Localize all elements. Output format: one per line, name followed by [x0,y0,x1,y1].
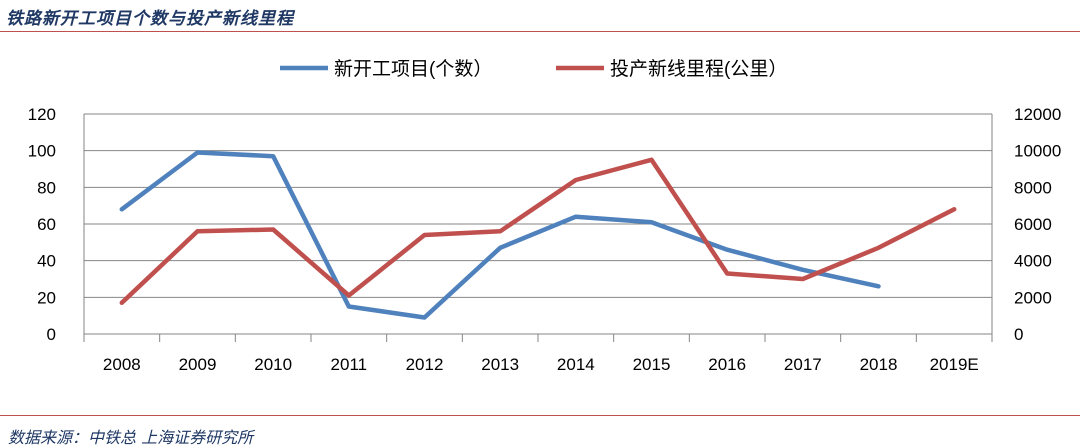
axes: 0 20 40 60 80 100 120 0 2000 4000 6000 8000 10000 120… [28,105,1062,374]
x-tick-label: 2019E [930,355,979,374]
bottom-divider [0,415,1080,416]
x-tick-label: 2016 [708,355,746,374]
series-lines [119,150,957,320]
series-line-1 [119,150,881,320]
y-left-tick-label: 80 [37,178,56,197]
x-tick-label: 2013 [481,355,519,374]
x-tick-label: 2014 [557,355,595,374]
y-left-tick-label: 120 [28,105,56,124]
y-right-tick-label: 4000 [1014,252,1052,271]
gridlines [84,113,992,335]
legend-label-2: 投产新线里程(公里） [610,58,787,80]
legend: 新开工项目(个数） 投产新线里程(公里） [280,58,787,80]
y-right-tick-label: 2000 [1014,288,1052,307]
y-right-tick-label: 10000 [1014,142,1061,161]
x-tick-label: 2015 [633,355,671,374]
x-tick-label: 2011 [331,355,368,374]
top-divider [0,31,1080,32]
x-tick-label: 2010 [254,355,292,374]
legend-label-1: 新开工项目(个数） [334,58,492,80]
y-left-tick-label: 20 [37,288,56,307]
source-note: 数据来源：中铁总 上海证券研究所 [8,428,254,447]
y-right-tick-label: 12000 [1014,105,1061,124]
y-left-tick-label: 100 [28,142,56,161]
series-line-2 [119,157,957,306]
x-tick-label: 2017 [784,355,822,374]
x-tick-label: 2018 [860,355,898,374]
y-right-tick-label: 6000 [1014,215,1052,234]
y-right-tick-label: 8000 [1014,178,1052,197]
x-tick-label: 2009 [179,355,217,374]
x-tick-label: 2008 [103,355,141,374]
y-left-tick-label: 0 [47,325,56,344]
y-left-tick-label: 60 [37,215,56,234]
y-right-tick-label: 0 [1014,325,1023,344]
x-tick-label: 2012 [406,355,444,374]
page-title: 铁路新开工项目个数与投产新线里程 [6,9,294,29]
y-left-tick-label: 40 [37,252,56,271]
